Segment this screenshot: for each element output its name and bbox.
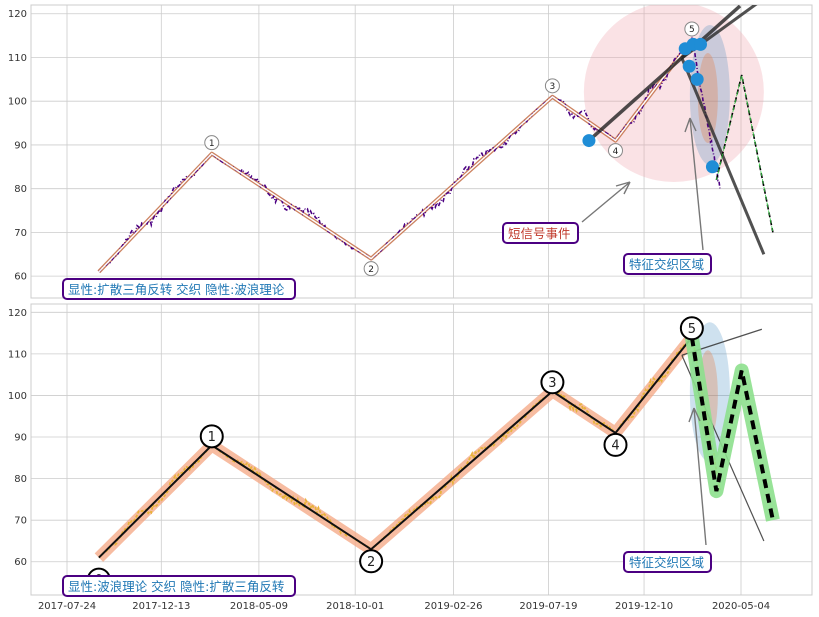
- zone-ellipse-inner: [697, 52, 718, 143]
- bottom-panel-label-box: [62, 575, 296, 597]
- y-tick-label: 100: [8, 97, 27, 108]
- y-tick-label: 70: [14, 228, 27, 239]
- bottom-zone-arrow: [688, 407, 707, 546]
- y-tick-label: 110: [8, 349, 27, 360]
- wave-label: 5: [689, 25, 695, 35]
- x-tick-label: 2020-05-04: [712, 601, 770, 612]
- signal-point: [690, 72, 704, 86]
- signal-point: [693, 37, 707, 51]
- wave-marker: [607, 143, 623, 159]
- bottom-series: [94, 328, 780, 562]
- x-tick-label: 2017-07-24: [38, 601, 96, 612]
- wave-label: 2: [367, 555, 375, 570]
- wave-marker: [540, 370, 565, 395]
- y-tick-label: 80: [14, 184, 27, 195]
- wave-marker: [544, 78, 560, 94]
- top-series: [97, 5, 774, 274]
- wave-marker: [679, 316, 704, 341]
- top-y-ticks: 60 70 80 90 100 110 120: [8, 9, 27, 282]
- forecast-line: [716, 74, 774, 233]
- bottom-panel-label: 显性:波浪理论 交织 隐性:扩散三角反转: [68, 579, 284, 594]
- y-tick-label: 80: [14, 474, 27, 485]
- wave-marker: [204, 135, 220, 151]
- wave-marker: [359, 549, 384, 574]
- signal-area-circle: [583, 5, 764, 182]
- wave-label: 4: [611, 438, 619, 453]
- wave-label: 1: [209, 139, 215, 149]
- y-tick-label: 70: [14, 516, 27, 527]
- top-decor: [583, 5, 764, 182]
- signal-trend-line: [587, 5, 742, 142]
- signal-label-box: [502, 222, 579, 244]
- bottom-y-ticks: 60 70 80 90 100 110 120: [8, 308, 27, 568]
- wave-marker: [199, 424, 224, 449]
- signal-point: [682, 59, 696, 73]
- y-tick-label: 60: [14, 557, 27, 568]
- wave-label: 2: [368, 265, 374, 275]
- y-tick-label: 60: [14, 272, 27, 283]
- y-tick-label: 90: [14, 433, 27, 444]
- y-tick-label: 90: [14, 140, 27, 151]
- top-zone-label: 特征交织区域: [629, 257, 704, 272]
- x-tick-label: 2019-12-10: [615, 601, 673, 612]
- wave-marker: [363, 261, 379, 277]
- x-tick-label: 2018-10-01: [326, 601, 384, 612]
- wave-label: 4: [613, 147, 619, 157]
- forecast-line-halo: [715, 74, 774, 233]
- wave-label: 5: [688, 322, 696, 337]
- x-tick-label: 2019-02-26: [424, 601, 482, 612]
- signal-label: 短信号事件: [508, 226, 571, 241]
- y-tick-label: 110: [8, 53, 27, 64]
- wave-path: [98, 39, 693, 273]
- zone-ellipse-outer: [689, 24, 730, 165]
- top-zone-arrow: [684, 117, 704, 251]
- x-axis-ticks: 2017-07-24 2017-12-13 2018-05-09 2018-10-01…: [38, 601, 770, 612]
- signal-arrow: [581, 181, 631, 223]
- forecast-line: [689, 336, 775, 521]
- y-tick-label: 100: [8, 391, 27, 402]
- wave-label: 3: [548, 376, 556, 391]
- y-tick-label: 120: [8, 9, 27, 20]
- wave-marker: [603, 432, 628, 457]
- bottom-zone-label-box: [623, 551, 712, 573]
- bottom-zone-label: 特征交织区域: [629, 555, 704, 570]
- top-zone-label-box: [623, 253, 712, 275]
- wave-path: [98, 336, 693, 559]
- signal-point: [705, 160, 719, 174]
- wave-marker: [684, 21, 700, 37]
- x-tick-label: 2017-12-13: [132, 601, 190, 612]
- signal-point: [582, 134, 596, 148]
- x-tick-label: 2019-07-19: [519, 601, 577, 612]
- y-tick-label: 120: [8, 308, 27, 319]
- wave-label: 1: [208, 430, 216, 445]
- top-panel-label: 显性:扩散三角反转 交织 隐性:波浪理论: [68, 282, 285, 297]
- wave-label: 3: [550, 82, 556, 92]
- x-tick-label: 2018-05-09: [230, 601, 288, 612]
- top-panel-label-box: [62, 278, 296, 300]
